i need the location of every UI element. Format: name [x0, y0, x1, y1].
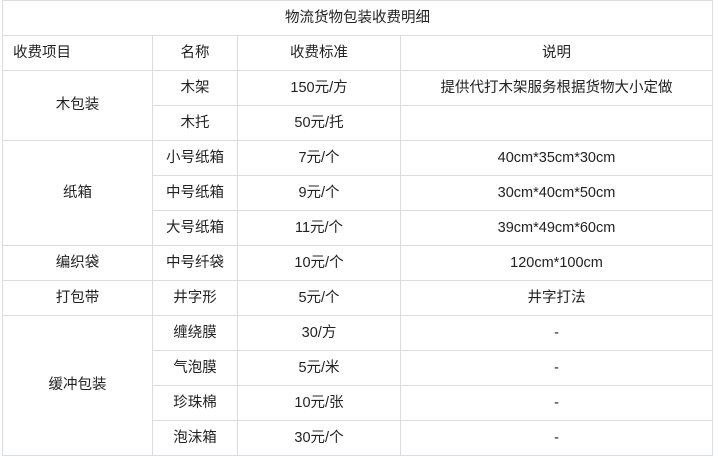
item-price-cell: 30元/个 [237, 420, 401, 456]
item-price-cell: 50元/托 [237, 105, 401, 141]
item-note-cell [400, 105, 713, 141]
item-price-cell: 5元/米 [237, 350, 401, 386]
title-row: 物流货物包装收费明细 [2, 0, 713, 36]
item-price-cell: 150元/方 [237, 70, 401, 106]
table-row: 中号纸箱 9元/个 30cm*40cm*50cm [3, 175, 713, 211]
item-note-cell: 提供代打木架服务根据货物大小定做 [400, 70, 713, 106]
column-header-price: 收费标准 [237, 35, 401, 71]
item-note-cell: - [400, 350, 713, 386]
item-price-cell: 10元/张 [237, 385, 401, 421]
table-row: 缓冲包装 缠绕膜 30/方 - [2, 315, 713, 456]
item-note-cell: 井字打法 [400, 280, 713, 316]
item-name-cell: 木架 [152, 70, 238, 106]
item-price-cell: 9元/个 [237, 175, 401, 211]
header-row: 收费项目 名称 收费标准 说明 [2, 35, 713, 71]
item-name-cell: 小号纸箱 [152, 140, 238, 176]
item-price-cell: 11元/个 [237, 210, 401, 246]
table-row: 气泡膜 5元/米 - [3, 350, 713, 386]
table-row: 纸箱 小号纸箱 7元/个 40cm*35cm*30cm [2, 140, 713, 246]
item-note-cell: 39cm*49cm*60cm [400, 210, 713, 246]
category-cell: 打包带 [2, 280, 153, 316]
category-cell: 编织袋 [2, 245, 153, 281]
item-name-cell: 泡沫箱 [152, 420, 238, 456]
item-note-cell: 120cm*100cm [400, 245, 713, 281]
page-title: 物流货物包装收费明细 [2, 0, 713, 36]
item-note-cell: - [400, 315, 713, 351]
category-cell: 缓冲包装 [2, 315, 153, 456]
table-row: 木包装 木架 150元/方 提供代打木架服务根据货物大小定做 [2, 70, 713, 141]
table-row: 大号纸箱 11元/个 39cm*49cm*60cm [3, 210, 713, 246]
item-name-cell: 中号纤袋 [152, 245, 238, 281]
column-header-category: 收费项目 [2, 35, 153, 71]
item-price-cell: 30/方 [237, 315, 401, 351]
category-cell: 木包装 [2, 70, 153, 141]
category-cell: 纸箱 [2, 140, 153, 246]
table-row: 珍珠棉 10元/张 - [3, 385, 713, 421]
column-header-name: 名称 [152, 35, 238, 71]
item-price-cell: 5元/个 [237, 280, 401, 316]
item-name-cell: 大号纸箱 [152, 210, 238, 246]
table-row: 打包带 井字形 5元/个 井字打法 [2, 280, 713, 316]
item-name-cell: 井字形 [152, 280, 238, 316]
column-header-note: 说明 [400, 35, 713, 71]
item-name-cell: 木托 [152, 105, 238, 141]
table-row: 编织袋 中号纤袋 10元/个 120cm*100cm [2, 245, 713, 281]
item-price-cell: 7元/个 [237, 140, 401, 176]
item-name-cell: 气泡膜 [152, 350, 238, 386]
item-note-cell: - [400, 385, 713, 421]
item-name-cell: 缠绕膜 [152, 315, 238, 351]
item-note-cell: 30cm*40cm*50cm [400, 175, 713, 211]
item-price-cell: 10元/个 [237, 245, 401, 281]
item-name-cell: 珍珠棉 [152, 385, 238, 421]
item-note-cell: - [400, 420, 713, 456]
item-note-cell: 40cm*35cm*30cm [400, 140, 713, 176]
item-name-cell: 中号纸箱 [152, 175, 238, 211]
